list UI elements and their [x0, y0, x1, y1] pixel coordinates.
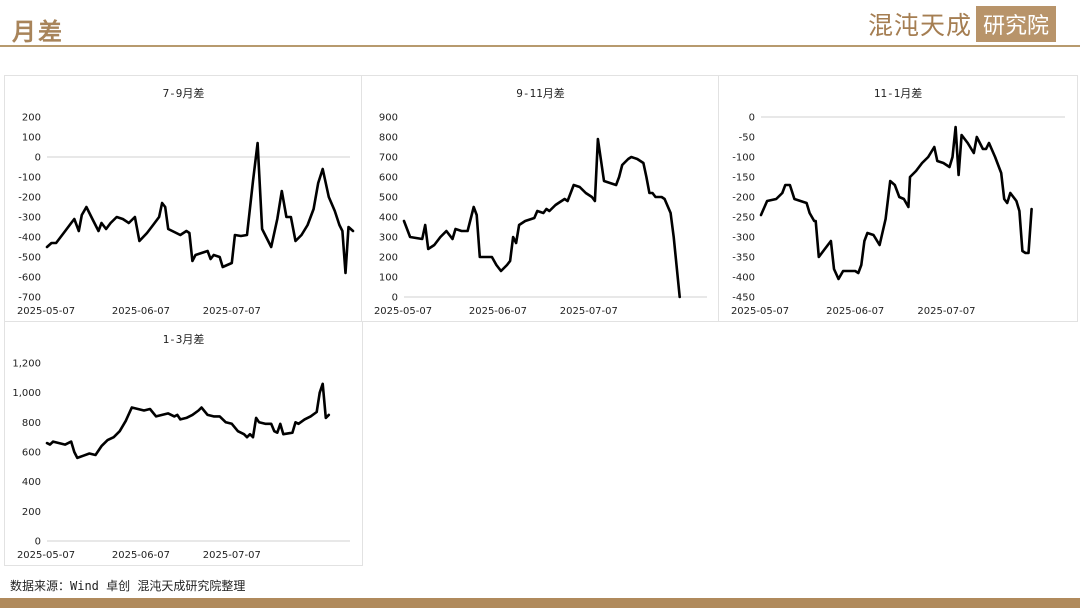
y-tick-label: -50	[739, 133, 755, 144]
y-tick-label: 1,200	[12, 359, 41, 370]
y-tick-label: 300	[379, 233, 398, 244]
chart-11-1: 11-1月差 0 -50 -100 -150 -200 -250 -300 -350 -400 -4…	[731, 86, 1065, 317]
logo-name: 混沌天成	[867, 11, 972, 40]
y-tick-label: -100	[18, 173, 41, 184]
chart-title: 1-3月差	[163, 332, 205, 346]
y-tick-label: 400	[379, 213, 398, 224]
y-tick-label: 0	[749, 113, 755, 124]
y-tick-label: 600	[379, 173, 398, 184]
series-line	[45, 382, 331, 460]
chart-7-9: 7-9月差 200 100 0 -100 -200 -300 -400 -500 -600 -700…	[17, 86, 355, 317]
y-tick-label: 1,000	[12, 388, 41, 399]
y-tick-label: -700	[18, 293, 41, 304]
brand-logo: 混沌天成 研究院	[867, 6, 1056, 42]
y-tick-label: -250	[732, 213, 755, 224]
y-tick-label: -600	[18, 273, 41, 284]
chart-1-3: 1-3月差 1,200 1,000 800 600 400 200 0 2025-05-07 20…	[12, 332, 350, 561]
logo-institute: 研究院	[975, 6, 1056, 42]
chart-title: 7-9月差	[163, 86, 205, 100]
x-tick-label: 2025-06-07	[112, 550, 170, 561]
y-tick-label: 500	[379, 193, 398, 204]
y-tick-label: 0	[35, 537, 41, 548]
y-tick-label: 200	[22, 113, 41, 124]
y-tick-label: 0	[392, 293, 398, 304]
chart-9-11: 9-11月差 900 800 700 600 500 400 300 200 100 0 2025-0…	[374, 86, 707, 317]
y-tick-label: -450	[732, 293, 755, 304]
x-tick-label: 2025-06-07	[469, 306, 527, 317]
x-tick-label: 2025-05-07	[17, 550, 75, 561]
y-tick-label: 200	[22, 507, 41, 518]
chart-panel-11-1: 11-1月差 0 -50 -100 -150 -200 -250 -300 -350 -400 -4…	[718, 75, 1078, 322]
y-tick-label: 600	[22, 448, 41, 459]
y-tick-label: -300	[18, 213, 41, 224]
chart-title: 9-11月差	[516, 86, 565, 100]
y-tick-label: 800	[379, 133, 398, 144]
y-tick-label: -500	[18, 253, 41, 264]
y-tick-label: -400	[18, 233, 41, 244]
x-tick-label: 2025-07-07	[203, 550, 261, 561]
x-tick-label: 2025-05-07	[17, 306, 75, 317]
series-line	[402, 137, 682, 299]
chart-title: 11-1月差	[874, 86, 923, 100]
series-line	[45, 141, 355, 275]
footer-bar	[0, 598, 1080, 608]
y-tick-label: -400	[732, 273, 755, 284]
chart-panel-9-11: 9-11月差 900 800 700 600 500 400 300 200 100 0 2025-0…	[361, 75, 720, 322]
y-tick-label: 100	[22, 133, 41, 144]
y-tick-label: 100	[379, 273, 398, 284]
y-tick-label: 700	[379, 153, 398, 164]
series-line	[759, 125, 1033, 281]
x-tick-label: 2025-05-07	[374, 306, 432, 317]
y-tick-label: -300	[732, 233, 755, 244]
source-note: 数据来源：Wind 卓创 混沌天成研究院整理	[10, 579, 246, 593]
y-tick-label: -350	[732, 253, 755, 264]
y-tick-label: 200	[379, 253, 398, 264]
x-tick-label: 2025-07-07	[560, 306, 618, 317]
y-tick-label: -200	[18, 193, 41, 204]
x-tick-label: 2025-06-07	[826, 306, 884, 317]
y-tick-label: -100	[732, 153, 755, 164]
header-divider	[0, 45, 1080, 47]
y-tick-label: 900	[379, 113, 398, 124]
y-tick-label: 800	[22, 418, 41, 429]
chart-panel-1-3: 1-3月差 1,200 1,000 800 600 400 200 0 2025-05-07 20…	[4, 321, 363, 566]
y-tick-label: -200	[732, 193, 755, 204]
chart-panel-7-9: 7-9月差 200 100 0 -100 -200 -300 -400 -500 -600 -700…	[4, 75, 363, 322]
x-tick-label: 2025-06-07	[112, 306, 170, 317]
x-tick-label: 2025-07-07	[203, 306, 261, 317]
y-tick-label: -150	[732, 173, 755, 184]
y-tick-label: 0	[35, 153, 41, 164]
x-tick-label: 2025-05-07	[731, 306, 789, 317]
x-tick-label: 2025-07-07	[917, 306, 975, 317]
page-title: 月差	[12, 17, 64, 46]
y-tick-label: 400	[22, 477, 41, 488]
